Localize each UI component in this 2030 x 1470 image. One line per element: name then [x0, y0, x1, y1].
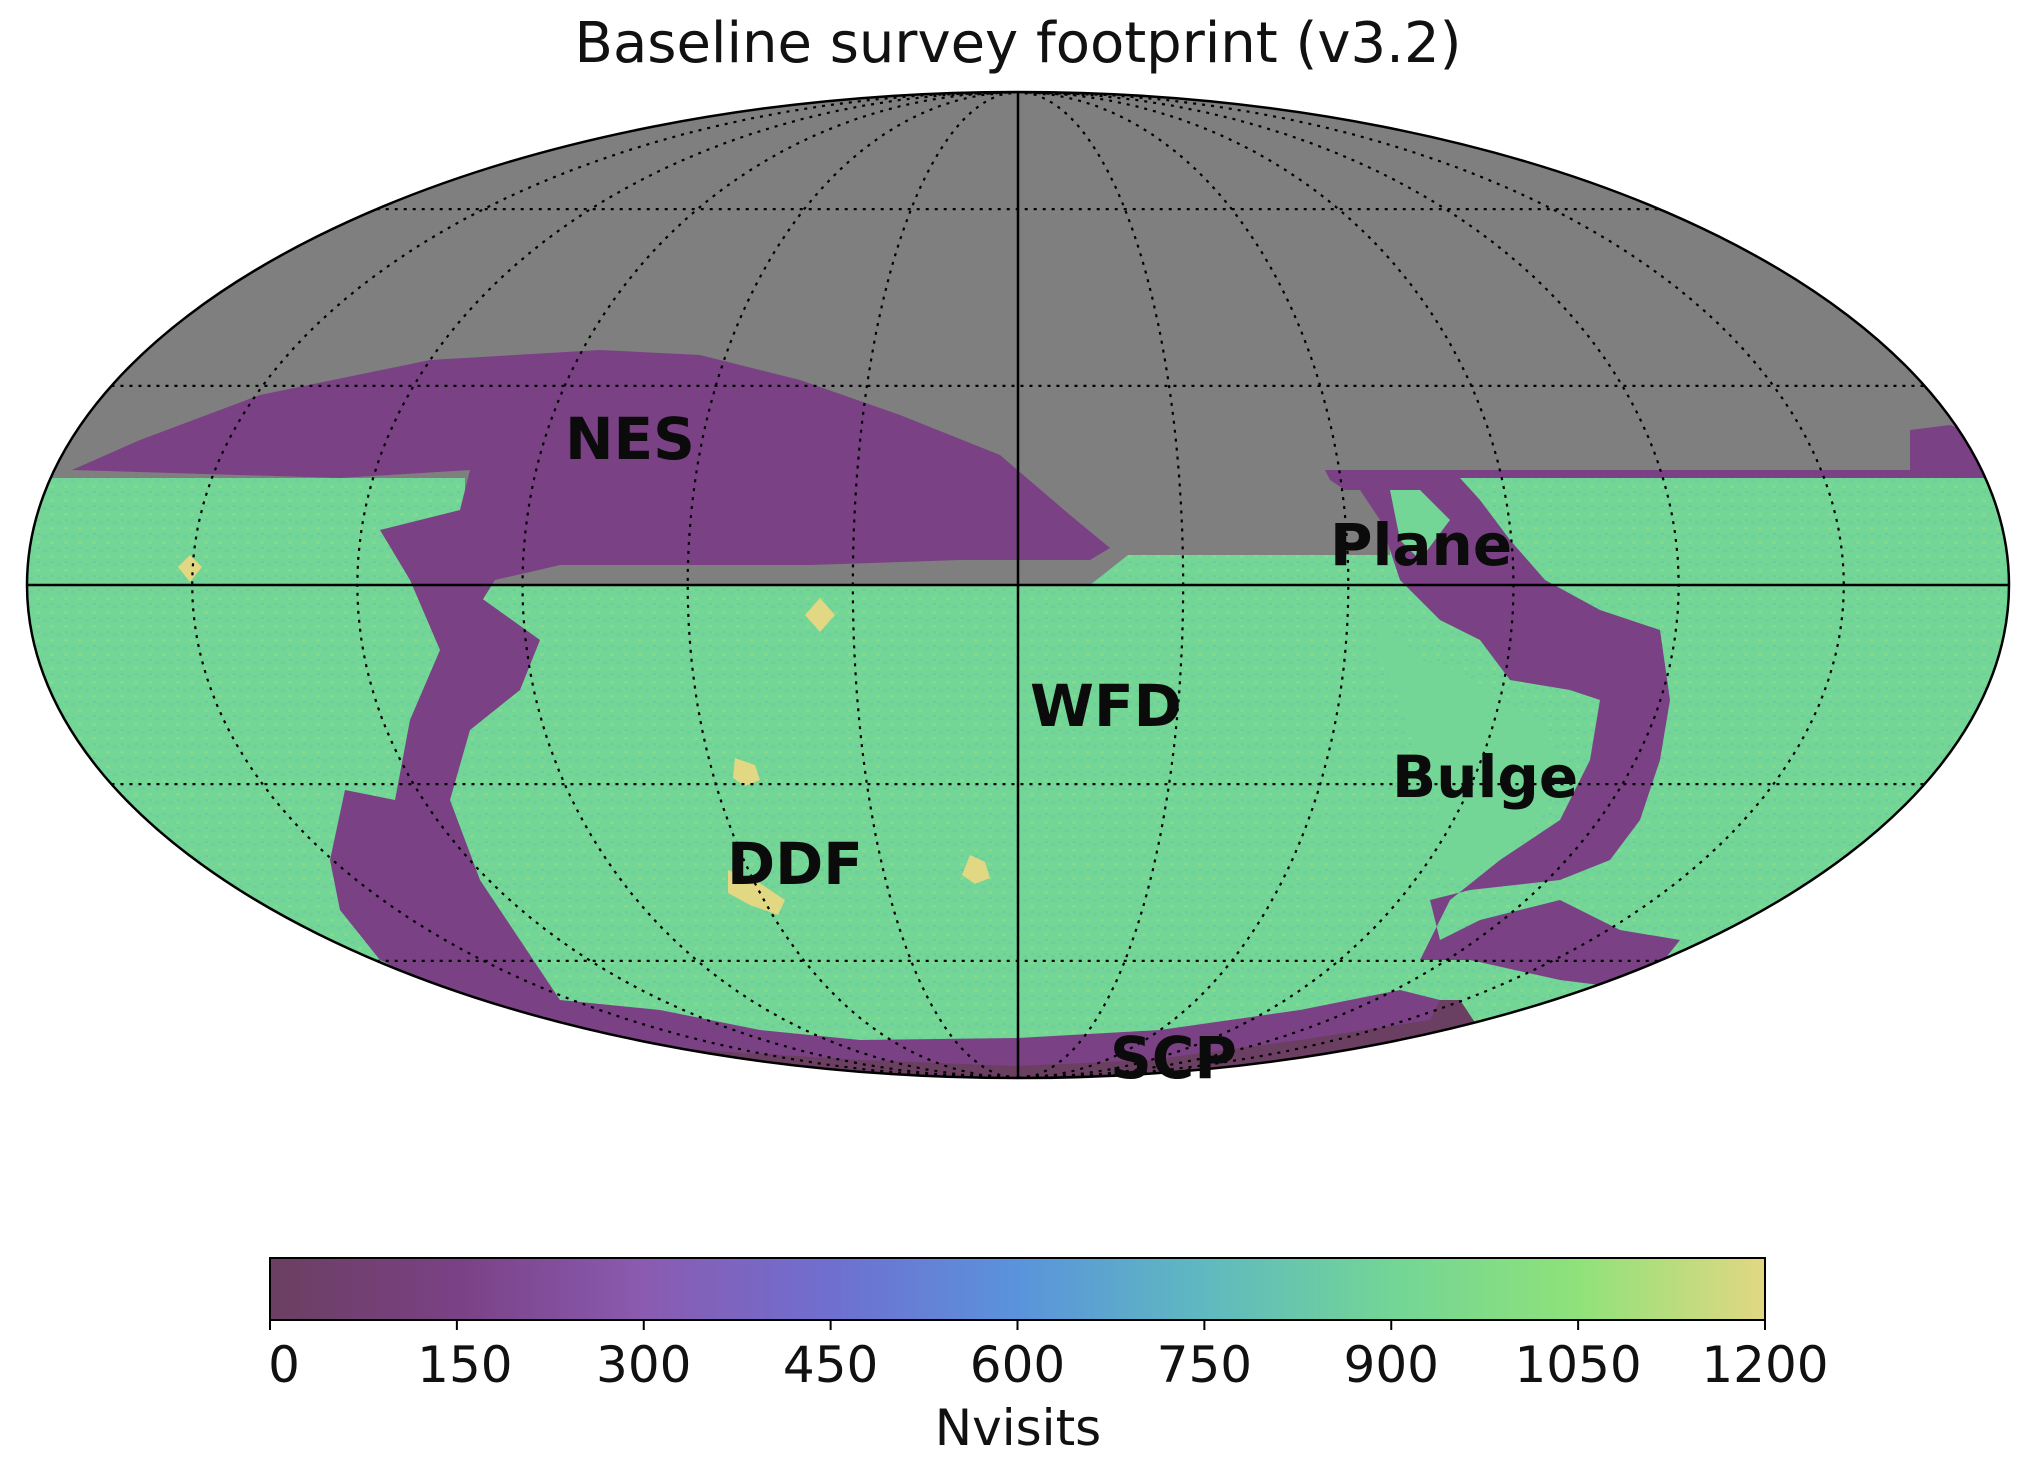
- colorbar-tick-label: 1200: [1701, 1336, 1828, 1394]
- ddf-field-2: [805, 598, 835, 632]
- colorbar-tick-label: 450: [783, 1336, 878, 1394]
- colorbar-tick-label: 750: [1157, 1336, 1252, 1394]
- colorbar-tick-label: 150: [417, 1336, 512, 1394]
- colorbar: 0 150 300 450 600 750 900 1050 1200 Nvisits: [268, 1257, 1829, 1457]
- colorbar-tick-label: 900: [1344, 1336, 1439, 1394]
- region-label-scp: SCP: [1110, 1024, 1237, 1092]
- chart-title: Baseline survey footprint (v3.2): [575, 11, 1462, 76]
- region-label-nes: NES: [565, 405, 695, 473]
- region-label-plane: Plane: [1330, 511, 1512, 579]
- nes-region: [72, 350, 1110, 650]
- colorbar-tick-label: 0: [268, 1336, 300, 1394]
- colorbar-tick-label: 300: [596, 1336, 691, 1394]
- meridian-line: [1017, 92, 1845, 1078]
- colorbar-tick-label: 1050: [1515, 1336, 1642, 1394]
- ddf-field-4: [962, 855, 990, 884]
- plane-inner-gap: [1390, 490, 1450, 560]
- bulge-gap: [1380, 620, 1560, 880]
- ddf-field-5: [728, 870, 785, 915]
- region-label-ddf: DDF: [727, 830, 863, 898]
- colorbar-label: Nvisits: [935, 1399, 1101, 1457]
- colorbar-ticks: 0 150 300 450 600 750 900 1050 1200: [268, 1320, 1829, 1394]
- nes-arm: [330, 590, 600, 1060]
- ddf-field-1: [178, 555, 202, 582]
- sky-outline: [25, 90, 2011, 1080]
- meridian-line: [686, 92, 1019, 1078]
- plane-bulge-region: [1325, 425, 1995, 990]
- meridian-line: [191, 92, 1019, 1078]
- ddf-field-3: [733, 758, 760, 786]
- colorbar-tick-label: 600: [970, 1336, 1065, 1394]
- colorbar-body: [269, 1257, 1766, 1321]
- region-label-wfd: WFD: [1030, 672, 1182, 740]
- scp-inner: [490, 990, 1440, 1066]
- region-label-bulge: Bulge: [1392, 743, 1578, 811]
